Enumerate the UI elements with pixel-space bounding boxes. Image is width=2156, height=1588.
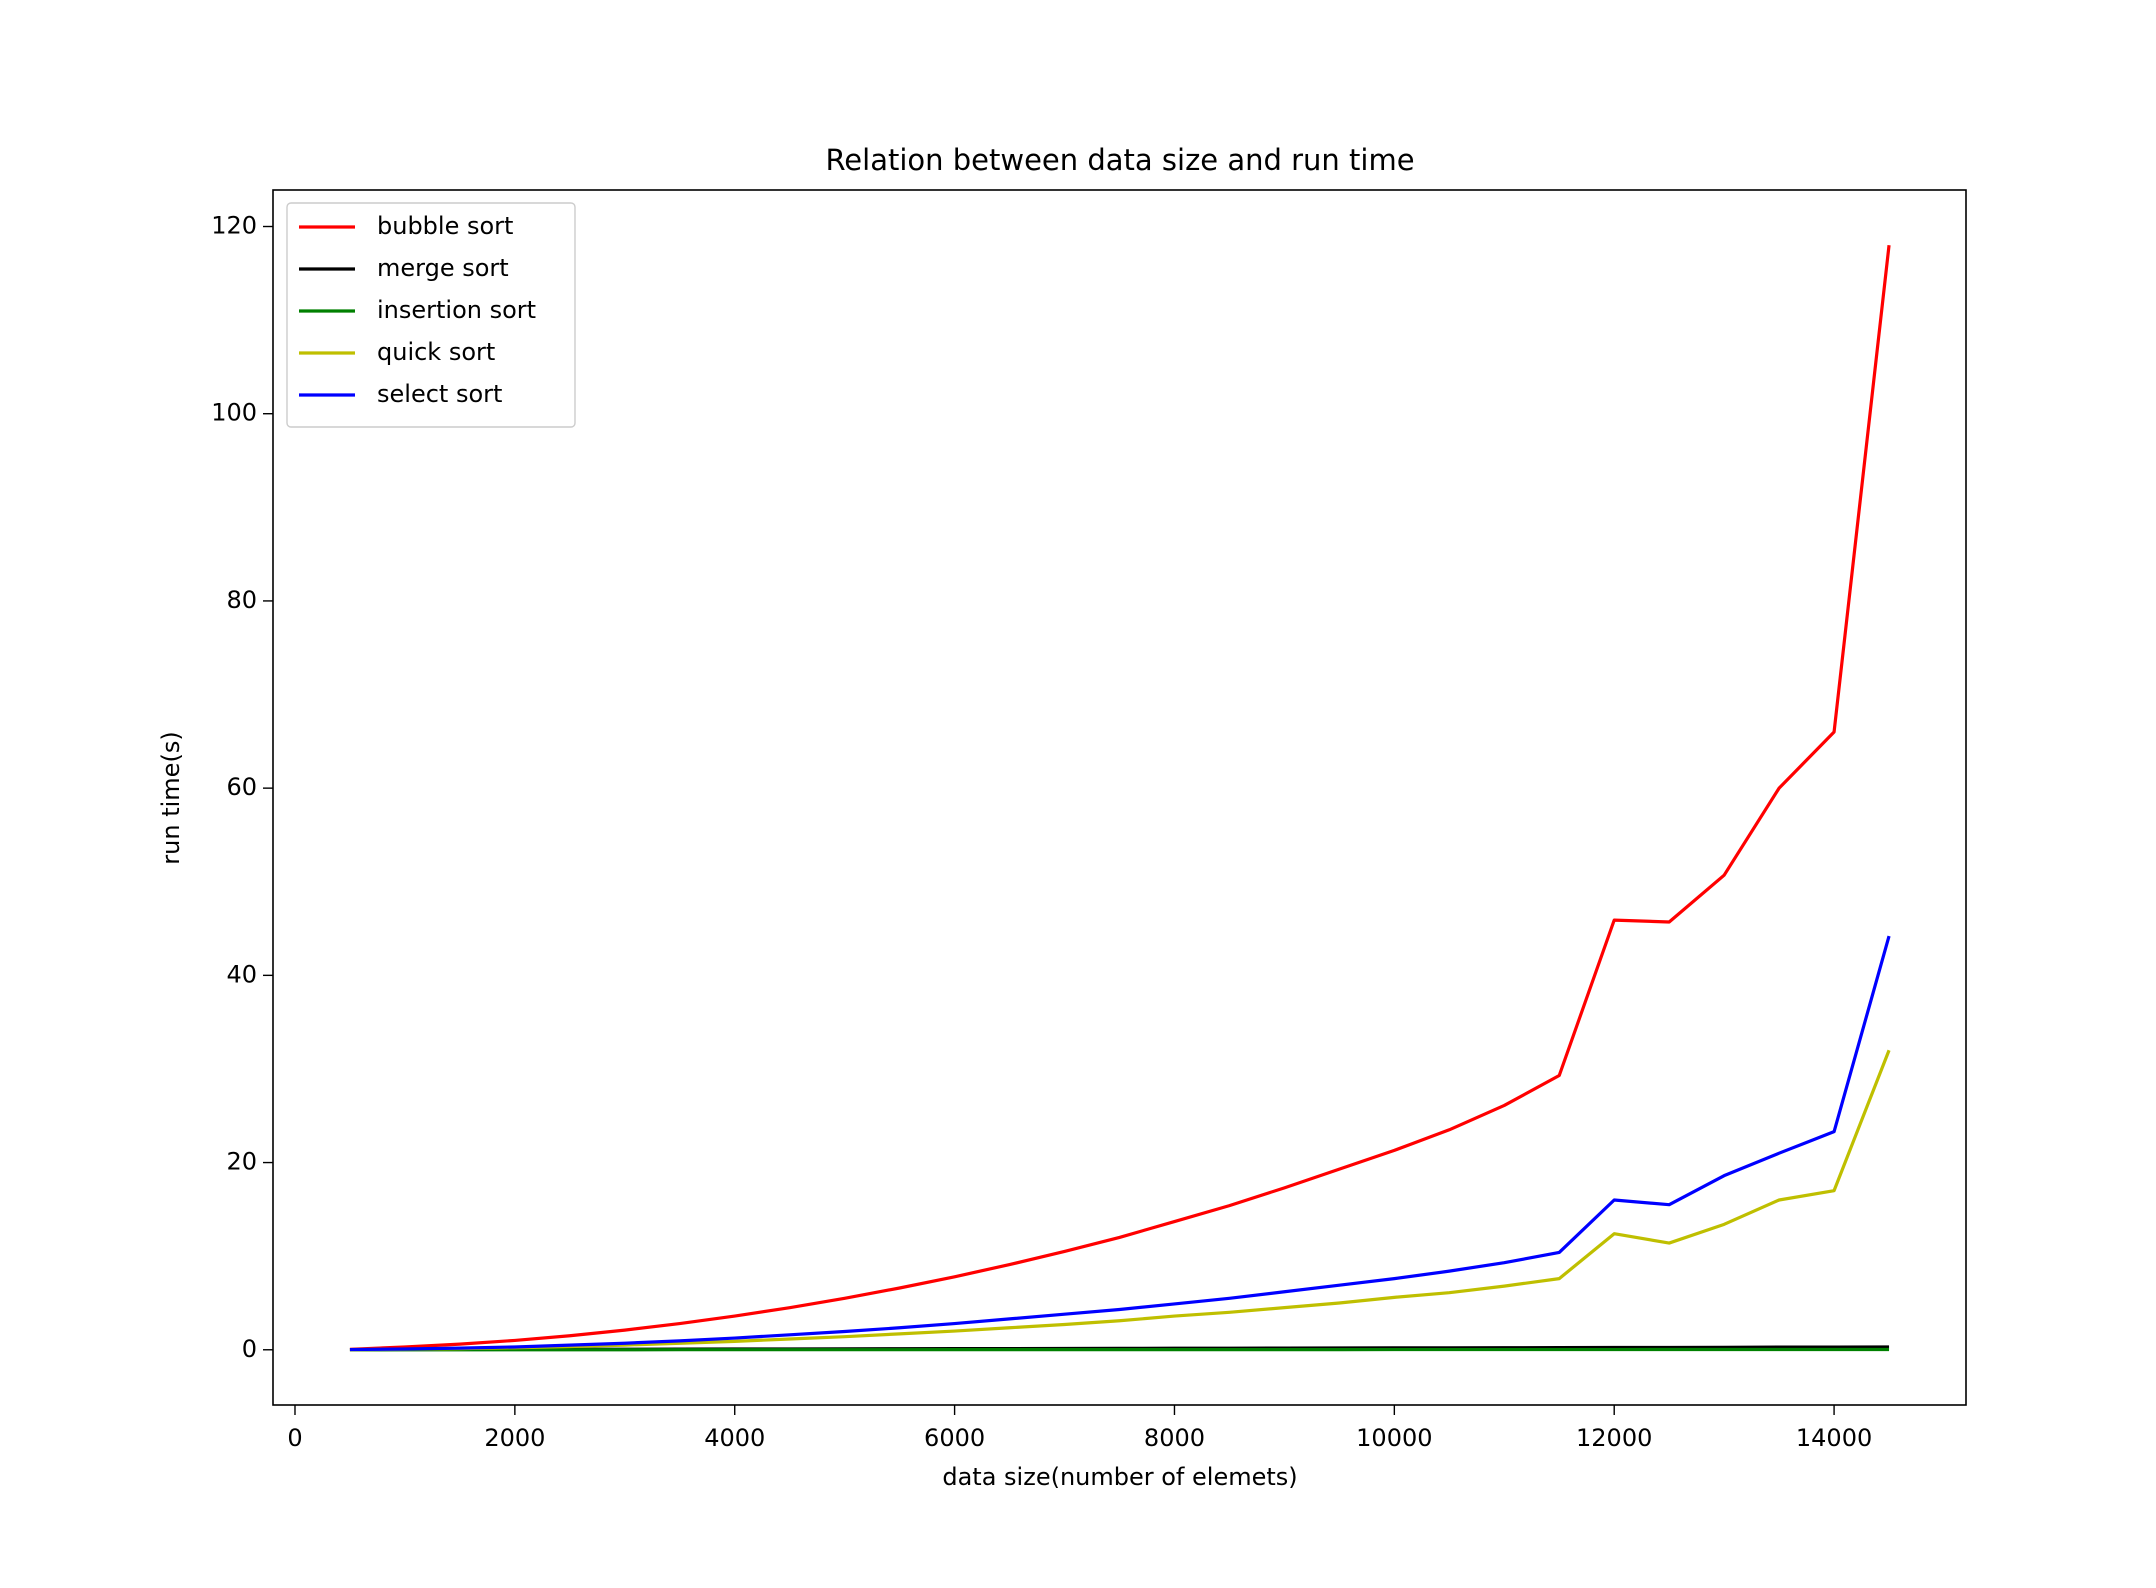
x-tick-label: 10000 (1356, 1424, 1432, 1452)
y-tick-label: 0 (242, 1335, 257, 1363)
series-line (349, 245, 1891, 1351)
x-tick-label: 8000 (1144, 1424, 1205, 1452)
series-line (349, 1049, 1891, 1352)
legend-label: insertion sort (377, 296, 536, 324)
y-axis-label: run time(s) (157, 731, 185, 864)
y-tick-label: 60 (226, 773, 257, 801)
x-tick-label: 6000 (924, 1424, 985, 1452)
x-axis-label: data size(number of elemets) (942, 1463, 1297, 1491)
y-tick-label: 40 (226, 960, 257, 988)
chart-title: Relation between data size and run time (825, 143, 1414, 177)
axes-frame (272, 189, 1967, 1406)
legend-label: bubble sort (377, 212, 513, 240)
legend-box (286, 202, 576, 428)
x-tick-label: 14000 (1796, 1424, 1872, 1452)
x-tick-label: 0 (287, 1424, 302, 1452)
y-tick-label: 100 (211, 399, 257, 427)
legend-label: select sort (377, 380, 502, 408)
x-tick-label: 4000 (704, 1424, 765, 1452)
series-line (349, 935, 1891, 1352)
x-tick-label: 12000 (1576, 1424, 1652, 1452)
y-tick-label: 20 (226, 1148, 257, 1176)
legend-label: merge sort (377, 254, 509, 282)
legend-label: quick sort (377, 338, 495, 366)
x-tick-label: 2000 (484, 1424, 545, 1452)
y-tick-label: 120 (211, 212, 257, 240)
y-tick-label: 80 (226, 586, 257, 614)
